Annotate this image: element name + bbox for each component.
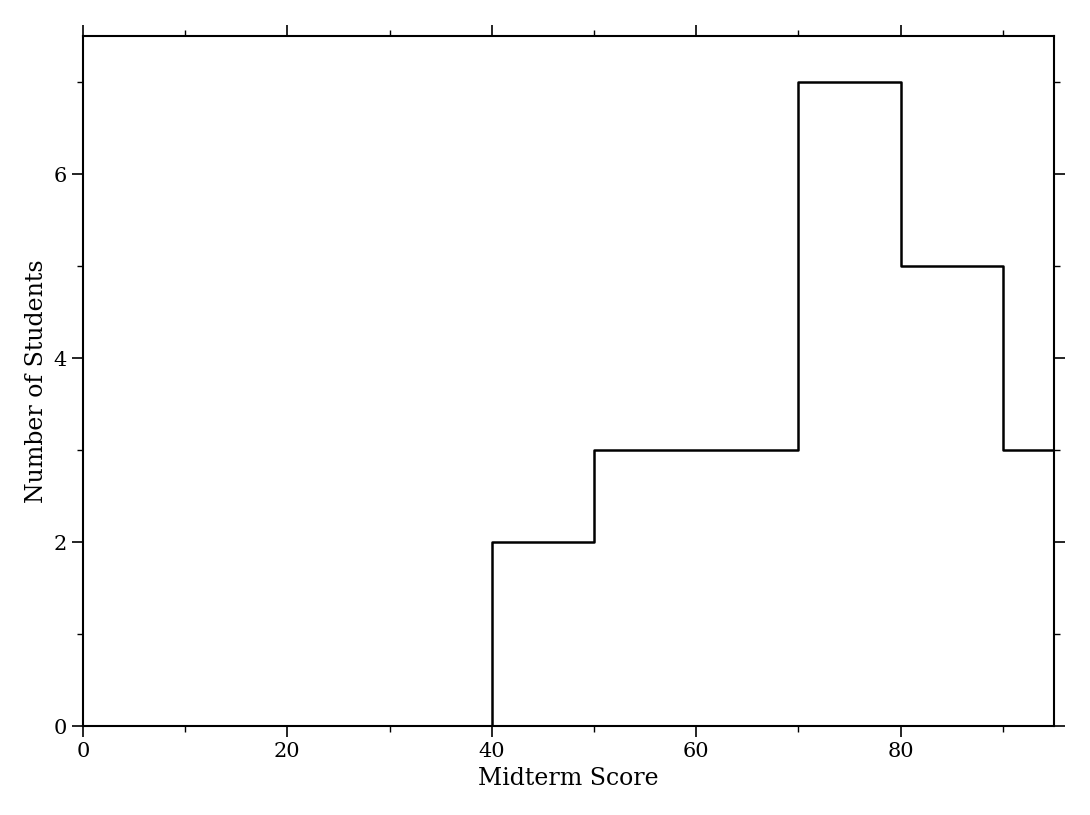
Y-axis label: Number of Students: Number of Students (25, 259, 48, 503)
X-axis label: Midterm Score: Midterm Score (479, 767, 658, 790)
